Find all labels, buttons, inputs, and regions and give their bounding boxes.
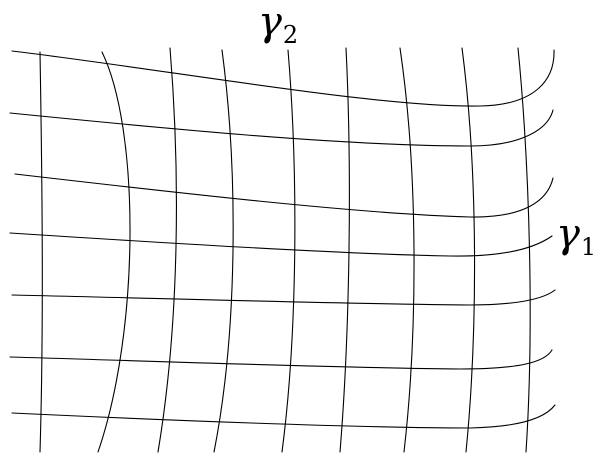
gamma2-label: γ2	[258, 0, 298, 47]
gamma2-curve-5	[281, 49, 296, 453]
gamma2-curve-4	[213, 49, 234, 453]
gamma1-curve-3	[14, 173, 554, 218]
gamma2-subscript: 2	[282, 21, 299, 49]
gamma1-curve-family	[9, 49, 556, 429]
gamma2-curve-6	[339, 47, 350, 453]
gamma1-subscript: 1	[580, 233, 594, 261]
gamma2-curve-1	[39, 51, 43, 453]
gamma2-curve-2	[97, 51, 131, 453]
gamma2-curve-9	[517, 47, 531, 453]
gamma1-curve-7	[11, 404, 556, 429]
gamma2-curve-family	[39, 47, 531, 453]
gamma2-curve-7	[399, 47, 415, 453]
gamma1-curve-2	[9, 109, 554, 147]
gamma1-curve-6	[9, 349, 553, 370]
gamma1-curve-4	[9, 232, 553, 257]
gamma1-symbol: γ	[556, 211, 580, 257]
gamma1-curve-1	[11, 49, 555, 107]
gamma2-curve-3	[157, 47, 177, 453]
gamma1-label: γ1	[556, 211, 594, 259]
gamma2-curve-8	[461, 47, 476, 453]
gamma2-symbol: γ	[258, 0, 282, 45]
gamma1-curve-5	[11, 289, 556, 306]
